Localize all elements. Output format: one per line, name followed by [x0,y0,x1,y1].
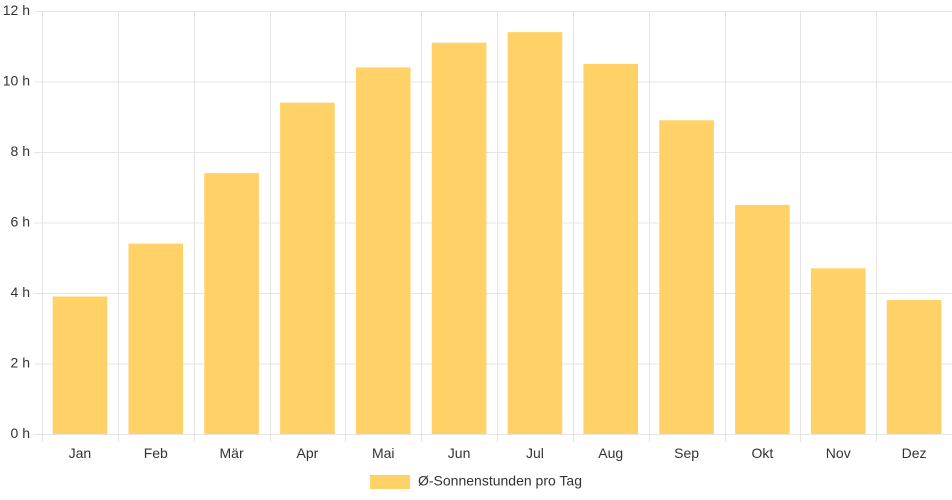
y-tick-label: 6 h [11,214,30,230]
bar-jan[interactable] [52,296,108,434]
grid-lines [34,11,952,442]
bar-nov[interactable] [810,268,866,434]
legend-swatch[interactable] [370,475,410,489]
y-tick-label: 0 h [11,425,30,441]
bars [52,32,942,435]
x-tick-label: Aug [598,445,623,461]
bar-mai[interactable] [355,67,411,435]
legend-label[interactable]: Ø-Sonnenstunden pro Tag [418,473,582,489]
y-tick-label: 12 h [3,2,30,18]
bar-apr[interactable] [280,102,335,435]
x-tick-label: Okt [752,445,774,461]
x-tick-label: Apr [297,445,319,461]
y-axis-tick-labels: 0 h 2 h 4 h 6 h 8 h 10 h 12 h [3,2,30,441]
x-tick-label: Mai [372,445,395,461]
y-tick-label: 10 h [3,73,30,89]
x-tick-label: Mär [220,445,244,461]
x-tick-label: Dez [902,445,927,461]
x-tick-label: Sep [674,445,699,461]
x-tick-label: Feb [144,445,168,461]
y-tick-label: 2 h [11,355,30,371]
bar-okt[interactable] [735,204,790,434]
x-tick-label: Jul [526,445,544,461]
x-tick-label: Jun [448,445,471,461]
bar-jun[interactable] [431,42,487,434]
bar-jul[interactable] [507,32,563,435]
bar-feb[interactable] [128,243,184,434]
x-axis-tick-labels: Jan Feb Mär Apr Mai Jun Jul Aug Sep Okt Nov Dez [69,445,927,461]
x-tick-label: Nov [826,445,851,461]
bar-mär[interactable] [204,173,259,434]
bar-aug[interactable] [583,63,639,434]
y-tick-label: 8 h [11,143,30,159]
bar-sep[interactable] [659,120,714,435]
legend[interactable]: Ø-Sonnenstunden pro Tag [370,473,582,489]
y-tick-label: 4 h [11,284,30,300]
x-tick-label: Jan [69,445,92,461]
bar-dez[interactable] [886,300,942,434]
